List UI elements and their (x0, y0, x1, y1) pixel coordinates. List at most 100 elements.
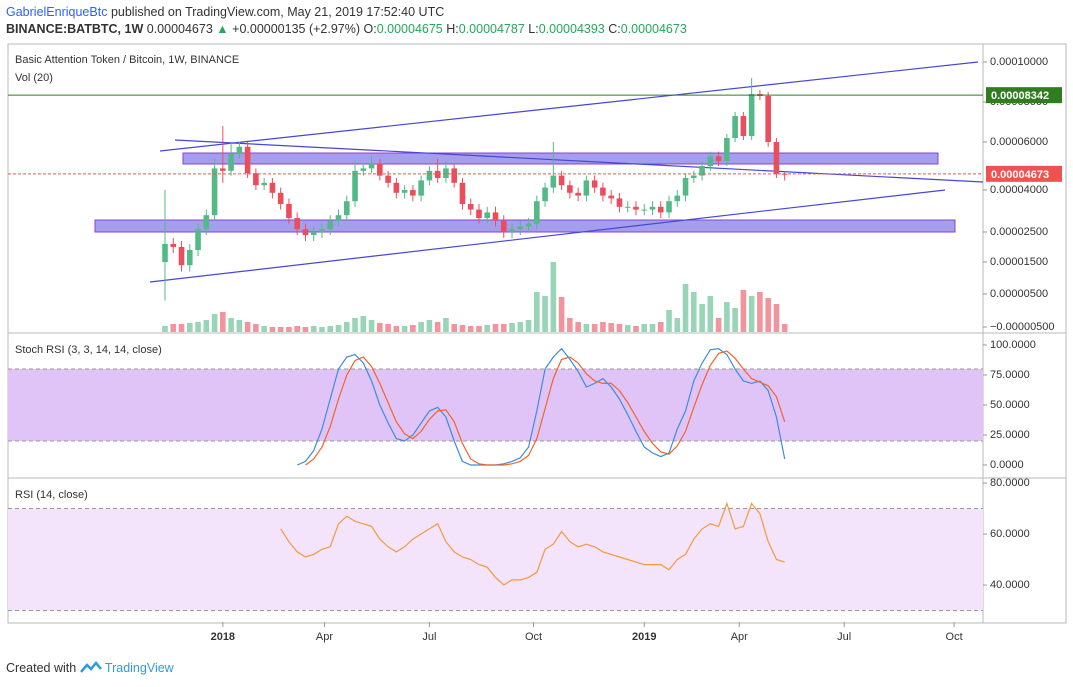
candle-body (765, 96, 771, 142)
candle-body (220, 168, 226, 171)
volume-bar (368, 320, 375, 332)
zone (182, 152, 939, 165)
volume-bar (542, 296, 548, 332)
y-tick-label: 0.00010000 (990, 56, 1048, 68)
volume-bar (410, 325, 416, 332)
volume-title: Vol (20) (15, 72, 53, 84)
candle-body (724, 138, 730, 162)
change-arrow: ▲ (216, 22, 229, 36)
trend-line (149, 189, 946, 283)
volume-bar (492, 324, 499, 332)
band (8, 508, 983, 611)
candle-body (699, 166, 705, 176)
indicator-line (280, 501, 785, 586)
candle-body (319, 229, 325, 232)
y-tick-label: 25.0000 (990, 429, 1030, 441)
ohlc: O:0.00004675 H:0.00004787 L:0.00004393 C… (364, 22, 687, 36)
y-tick-label: 75.0000 (990, 369, 1030, 381)
volume-bar (335, 325, 342, 332)
volume-bar (244, 322, 251, 332)
y-tick-label: 50.0000 (990, 399, 1030, 411)
volume-bar (459, 325, 466, 332)
candle-body (740, 116, 747, 136)
candle-body (624, 206, 631, 208)
volume-bar (327, 326, 334, 332)
volume-bar (443, 318, 449, 332)
candle-body (244, 146, 251, 174)
volume-bar (261, 326, 267, 332)
volume-bar (715, 318, 722, 332)
volume-bar (583, 324, 590, 332)
volume-bar (253, 324, 259, 332)
price-label-box (986, 165, 1062, 182)
author[interactable]: GabrielEnriqueBtc (6, 5, 108, 19)
x-tick-label: 2018 (211, 631, 235, 643)
y-tick-label: 40.0000 (990, 579, 1030, 591)
volume-bar (269, 327, 276, 332)
candle-body (236, 146, 243, 154)
volume-bar (294, 326, 300, 332)
candle-body (633, 206, 639, 210)
x-tick-label: 2019 (632, 631, 656, 643)
volume-bar (211, 314, 218, 332)
volume-bar (649, 324, 656, 332)
candle-body (666, 201, 672, 213)
candle-body (748, 94, 755, 136)
candle-body (385, 175, 391, 183)
x-tick-label: Jul (422, 631, 436, 643)
volume-bar (451, 324, 457, 332)
brand[interactable]: TradingView (104, 661, 174, 675)
volume-bar (732, 308, 738, 332)
volume-bar (682, 284, 689, 332)
candle-body (195, 229, 201, 250)
price-label-box (986, 87, 1062, 104)
ohlc-value: 0.00004787 (458, 22, 525, 36)
candle-body (410, 190, 416, 196)
candle-body (534, 201, 540, 224)
volume-bar (666, 310, 672, 332)
volume-bar (170, 324, 177, 332)
volume-bar (162, 326, 168, 332)
candle-body (542, 187, 548, 202)
quote-line: BINANCE:BATBTC, 1W 0.00004673 ▲ +0.00000… (6, 22, 687, 36)
volume-bar (740, 290, 747, 332)
candle-body (492, 212, 499, 221)
x-tick-label: Apr (731, 631, 748, 643)
candle-body (434, 170, 441, 178)
candle-body (715, 156, 722, 162)
volume-bar (484, 325, 491, 332)
volume-bar (343, 322, 350, 332)
price-label: 0.00008342 (991, 90, 1049, 102)
volume-bar (550, 262, 557, 332)
created-with: Created with (6, 661, 77, 675)
candle-body (360, 168, 367, 171)
candle-body (525, 223, 532, 227)
candle-body (203, 215, 210, 230)
candle-body (426, 170, 433, 181)
x-tick-label: Apr (316, 631, 333, 643)
candle-body (286, 204, 292, 218)
volume-bar (558, 297, 565, 332)
candle-body (558, 175, 565, 186)
pane-title: RSI (14, close) (15, 489, 88, 501)
volume-bar (509, 323, 515, 332)
volume-bar (600, 322, 606, 332)
y-tick-label: −0.00000500 (990, 321, 1055, 333)
y-tick-label: 0.00000500 (990, 288, 1048, 300)
volume-bar (319, 327, 325, 332)
volume-bar (641, 324, 648, 332)
pane-title: Basic Attention Token / Bitcoin, 1W, BIN… (15, 54, 239, 66)
candle-body (401, 190, 408, 193)
y-tick-label: 100.0000 (990, 339, 1036, 351)
pane-title: Stoch RSI (3, 3, 14, 14, close) (15, 344, 162, 356)
candle-body (310, 232, 317, 235)
volume-bar (517, 322, 524, 332)
candle-body (567, 185, 573, 193)
candle-body (302, 229, 309, 235)
footer: Created with TradingView (6, 661, 174, 675)
candle-body (550, 175, 557, 188)
volume (162, 262, 788, 332)
candle-body (352, 170, 358, 202)
logo (79, 661, 102, 673)
bands (8, 368, 983, 612)
